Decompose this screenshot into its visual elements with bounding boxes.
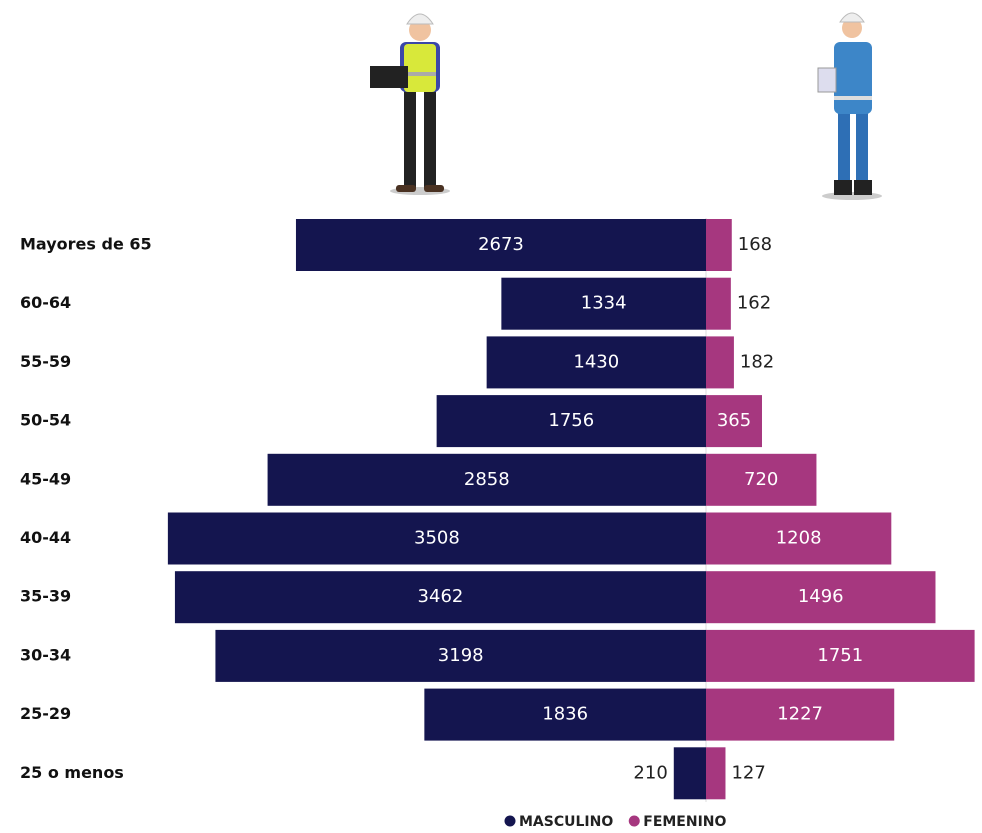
- legend-marker: [504, 815, 516, 827]
- value-label: 2858: [464, 469, 510, 490]
- legend-label: FEMENINO: [643, 814, 726, 830]
- male-bar: [215, 629, 706, 682]
- female-bar: [706, 395, 762, 448]
- female-bar: [706, 571, 936, 624]
- female-bar: [706, 219, 732, 271]
- value-label: 1496: [798, 586, 844, 607]
- category-label: 55-59: [20, 352, 71, 371]
- category-label: 30-34: [20, 645, 71, 664]
- value-label: 365: [717, 410, 751, 431]
- female-bar: [706, 629, 975, 682]
- value-label: 3198: [438, 645, 484, 666]
- female-bar: [706, 453, 817, 506]
- value-label: 1208: [776, 528, 822, 549]
- female-bar: [706, 747, 726, 800]
- category-label: 35-39: [20, 587, 71, 606]
- male-bar: [267, 453, 706, 506]
- male-bar: [673, 747, 706, 800]
- value-label: 1430: [573, 351, 619, 372]
- value-label: 182: [740, 351, 774, 372]
- value-label: 720: [744, 469, 778, 490]
- value-label: 1836: [542, 704, 588, 725]
- value-label: 210: [633, 762, 667, 783]
- category-label: 60-64: [20, 293, 71, 312]
- value-label: 1756: [548, 410, 594, 431]
- category-label: Mayores de 65: [20, 235, 152, 254]
- male-bar: [436, 395, 706, 448]
- male-worker-icon: [370, 13, 450, 195]
- category-label: 25 o menos: [20, 763, 124, 782]
- female-bar: [706, 277, 731, 330]
- male-bar: [295, 219, 706, 271]
- female-bar: [706, 512, 892, 565]
- value-label: 168: [738, 234, 772, 255]
- male-bar: [424, 688, 706, 741]
- value-label: 162: [737, 293, 771, 314]
- value-label: 1334: [581, 293, 627, 314]
- female-bar: [706, 336, 734, 389]
- category-label: 45-49: [20, 469, 71, 488]
- male-bar: [167, 512, 706, 565]
- value-label: 3508: [414, 528, 460, 549]
- value-label: 1227: [777, 704, 823, 725]
- value-label: 3462: [418, 586, 464, 607]
- category-label: 40-44: [20, 528, 71, 547]
- male-bar: [174, 571, 706, 624]
- legend-label: MASCULINO: [519, 814, 613, 830]
- legend-marker: [628, 815, 640, 827]
- category-label: 50-54: [20, 411, 71, 430]
- value-label: 2673: [478, 234, 524, 255]
- value-label: 1751: [817, 645, 863, 666]
- female-bar: [706, 688, 895, 741]
- value-label: 127: [731, 762, 765, 783]
- female-worker-icon: [817, 12, 882, 200]
- male-bar: [501, 277, 706, 330]
- category-label: 25-29: [20, 704, 71, 723]
- male-bar: [486, 336, 706, 389]
